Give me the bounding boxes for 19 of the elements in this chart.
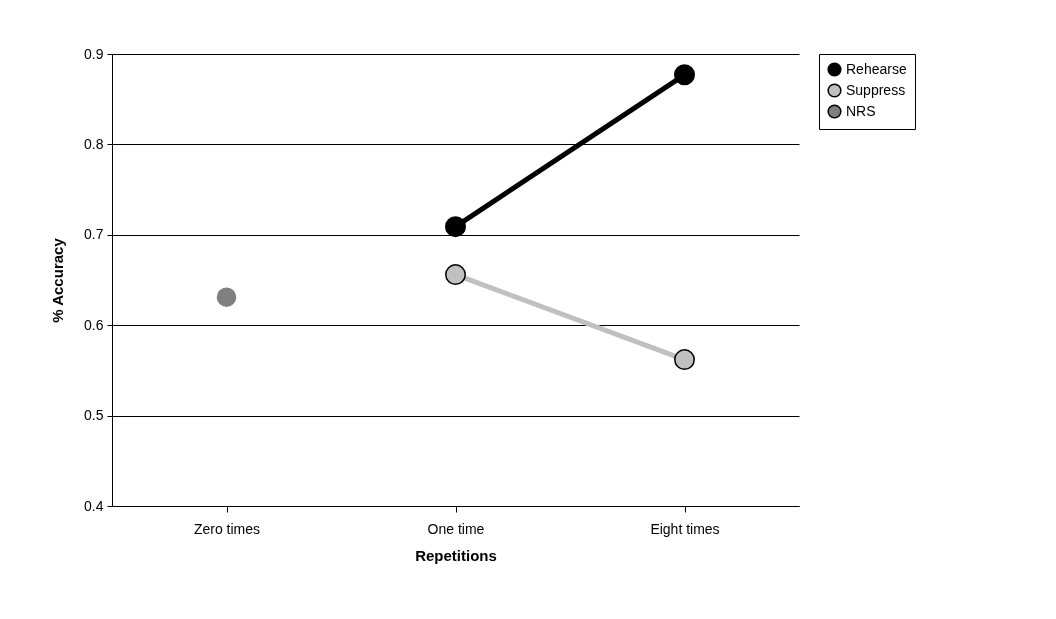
y-tick-label: 0.7: [84, 226, 104, 243]
y-tick-label: 0.5: [84, 407, 104, 424]
point: [445, 264, 466, 286]
point: [445, 216, 466, 238]
point: [674, 349, 695, 371]
x-tick-label: One time: [427, 520, 485, 537]
y-tick-label: 0.9: [84, 45, 104, 62]
legend-label: NRS: [846, 102, 876, 119]
legend-label: Rehearse: [846, 60, 907, 77]
legend-label: Suppress: [846, 81, 906, 98]
point: [216, 287, 237, 307]
y-tick-label: 0.4: [84, 497, 104, 514]
x-axis-title: Repetitions: [415, 546, 497, 564]
y-tick-label: 0.8: [84, 135, 104, 152]
y-tick-label: 0.6: [84, 316, 104, 333]
x-tick-label: Eight times: [650, 520, 720, 537]
y-axis-title: % Accuracy: [49, 237, 67, 323]
x-tick-label: Zero times: [193, 520, 261, 537]
point: [674, 64, 695, 86]
